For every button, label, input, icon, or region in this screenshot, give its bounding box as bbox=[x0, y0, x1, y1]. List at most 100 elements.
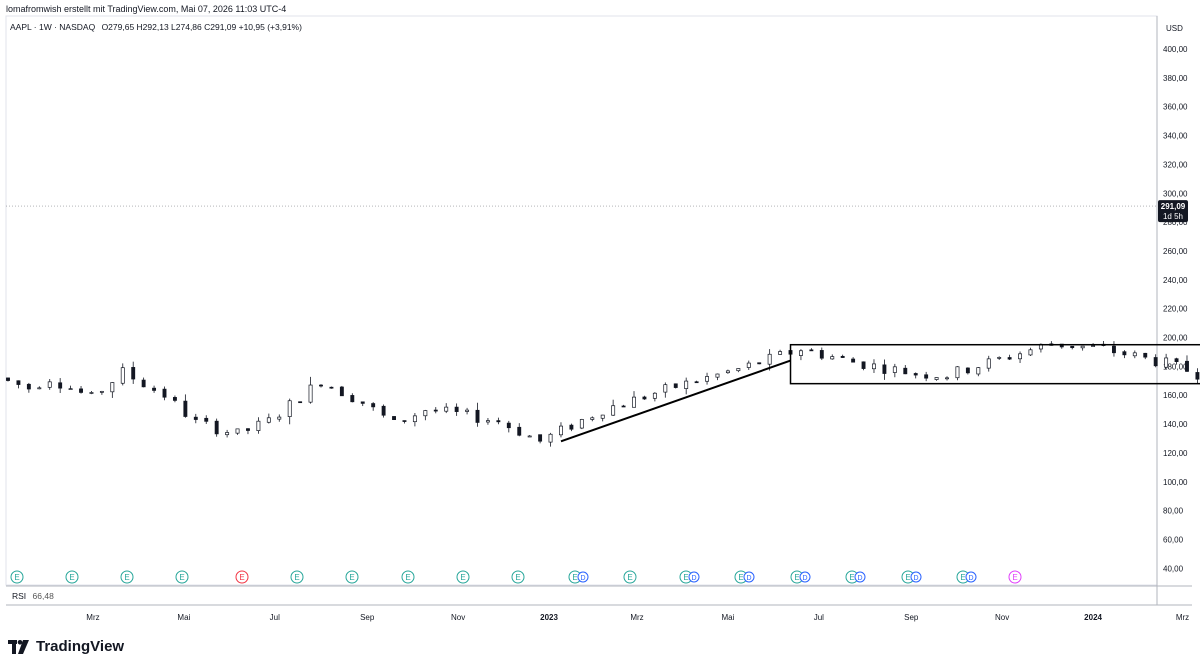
candle-body bbox=[559, 425, 563, 436]
candle-body bbox=[976, 367, 981, 375]
last-price-value: 291,09 bbox=[1161, 202, 1186, 211]
dividend-label: D bbox=[746, 575, 751, 582]
earnings-label: E bbox=[294, 573, 299, 582]
candles bbox=[6, 341, 1200, 447]
candle-body bbox=[79, 388, 83, 393]
y-tick-label: 80,00 bbox=[1163, 507, 1184, 516]
candle-body bbox=[746, 362, 751, 368]
y-tick-label: 300,00 bbox=[1163, 189, 1188, 198]
y-tick-label: 400,00 bbox=[1163, 45, 1188, 54]
earnings-icon bbox=[120, 570, 134, 584]
candle-body bbox=[141, 379, 146, 388]
symbol-line: AAPL · 1W · NASDAQ bbox=[10, 22, 96, 32]
y-tick-label: 40,00 bbox=[1163, 564, 1184, 573]
candle-body bbox=[350, 395, 355, 403]
x-tick-label: Mrz bbox=[630, 613, 643, 622]
earnings-label: E bbox=[627, 573, 632, 582]
candle-body bbox=[37, 387, 42, 390]
earnings-label: E bbox=[405, 573, 410, 582]
dividend-label: D bbox=[802, 575, 807, 582]
candle-body bbox=[851, 358, 856, 363]
x-tick-label: Mrz bbox=[86, 613, 99, 622]
earnings-icon bbox=[1008, 570, 1022, 584]
candle-body bbox=[16, 380, 21, 385]
earnings-icon bbox=[401, 570, 415, 584]
candle-body bbox=[58, 382, 63, 389]
y-tick-label: 240,00 bbox=[1163, 276, 1188, 285]
candle-body bbox=[214, 420, 219, 435]
earnings-label: E bbox=[905, 573, 910, 582]
earnings-icon bbox=[175, 570, 189, 584]
candle-body bbox=[840, 355, 845, 358]
y-tick-label: 340,00 bbox=[1163, 132, 1188, 141]
candle-body bbox=[569, 424, 574, 430]
candle-body bbox=[621, 405, 626, 408]
dividend-icon bbox=[965, 571, 977, 583]
earnings-label: E bbox=[849, 573, 854, 582]
earnings-label: E bbox=[69, 573, 74, 582]
candle-body bbox=[527, 435, 532, 438]
candle-body bbox=[235, 428, 240, 434]
candle-body bbox=[819, 350, 824, 359]
candle-body bbox=[454, 406, 459, 412]
ohlc-values: O279,65 H292,13 L274,86 C291,09 +10,95 (… bbox=[101, 22, 302, 32]
rsi-legend[interactable]: RSI 66,48 bbox=[12, 591, 54, 601]
candle-body bbox=[496, 420, 501, 423]
candle-body bbox=[89, 392, 94, 394]
y-tick-label: 380,00 bbox=[1163, 74, 1188, 83]
candle-body bbox=[548, 433, 553, 443]
dividend-label: D bbox=[857, 575, 862, 582]
candle-body bbox=[798, 350, 803, 356]
earnings-label: E bbox=[239, 573, 244, 582]
candle-body bbox=[642, 396, 647, 400]
candle-body bbox=[517, 426, 522, 436]
rsi-name: RSI bbox=[12, 591, 27, 601]
candle-body bbox=[6, 377, 10, 381]
candle-body bbox=[1112, 345, 1116, 354]
candle-body bbox=[924, 374, 929, 379]
candle-body bbox=[266, 417, 271, 423]
y-tick-label: 200,00 bbox=[1163, 334, 1188, 343]
symbol-legend[interactable]: AAPL · 1W · NASDAQ O279,65 H292,13 L274,… bbox=[10, 22, 302, 32]
bar-countdown: 1d 5h bbox=[1163, 212, 1183, 221]
candle-body bbox=[183, 400, 188, 417]
candle-body bbox=[997, 357, 1002, 359]
candle-body bbox=[339, 386, 344, 397]
earnings-label: E bbox=[1012, 573, 1017, 582]
candle-body bbox=[465, 409, 470, 412]
candle-body bbox=[162, 388, 167, 398]
candle-body bbox=[694, 381, 699, 384]
tradingview-logo-icon bbox=[8, 639, 29, 654]
candle-body bbox=[736, 368, 741, 372]
candle-body bbox=[433, 409, 438, 412]
candle-body bbox=[1143, 352, 1148, 358]
candle-body bbox=[1153, 357, 1158, 367]
candle-body bbox=[172, 397, 177, 401]
candle-body bbox=[1132, 352, 1137, 357]
earnings-icon bbox=[345, 570, 359, 584]
candle-body bbox=[892, 366, 897, 373]
candle-body bbox=[809, 349, 814, 352]
attribution-text: lomafromwish erstellt mit TradingView.co… bbox=[6, 4, 287, 14]
dividend-icon bbox=[577, 571, 589, 583]
candle-body bbox=[277, 416, 282, 420]
x-tick-label: Mrz bbox=[1176, 613, 1189, 622]
tradingview-logo[interactable]: TradingView bbox=[8, 638, 124, 655]
earnings-label: E bbox=[14, 573, 19, 582]
candle-body bbox=[1018, 353, 1022, 360]
x-tick-label: 2024 bbox=[1084, 613, 1102, 622]
earnings-icon bbox=[456, 570, 470, 584]
candle-body bbox=[1007, 357, 1012, 360]
candle-body bbox=[26, 383, 31, 390]
y-tick-label: 260,00 bbox=[1163, 247, 1188, 256]
candle-body bbox=[120, 367, 125, 384]
earnings-icon bbox=[290, 570, 304, 584]
x-tick-label: Nov bbox=[451, 613, 465, 622]
x-tick-label: Jul bbox=[270, 613, 280, 622]
x-tick-label: Sep bbox=[360, 613, 375, 622]
candle-body bbox=[68, 388, 73, 390]
candle-body bbox=[611, 405, 616, 416]
candle-body bbox=[47, 381, 52, 388]
